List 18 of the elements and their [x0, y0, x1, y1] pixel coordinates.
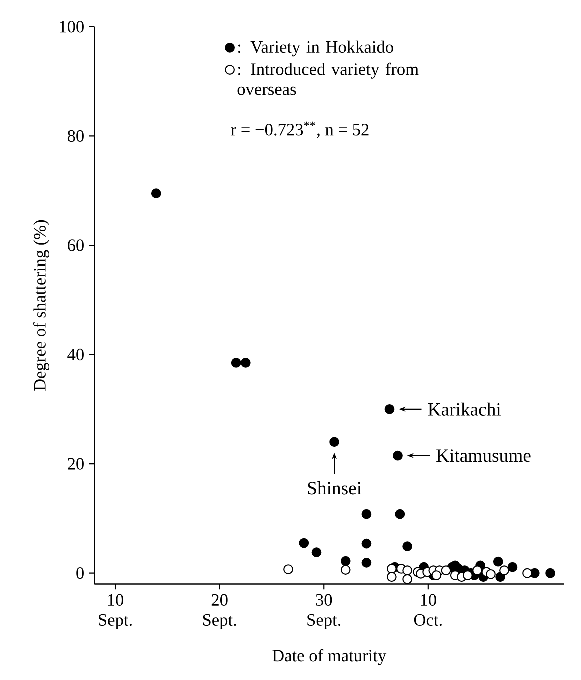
y-axis-title: Degree of shattering (%) [34, 220, 50, 391]
annotation: Kitamusume [436, 450, 531, 462]
y-tick-label: 0 [76, 567, 84, 580]
y-tick-label: 40 [68, 348, 84, 361]
y-tick-label: 80 [68, 130, 84, 142]
y-tick-label: 20 [68, 458, 84, 470]
annotation: Shinsei [308, 482, 362, 495]
annotation: r = −0.723$^{**}$, n = 52 [231, 122, 369, 138]
legend-label: : Introduced variety from overseas [238, 62, 419, 96]
x-tick-label: 10 Oct. [414, 594, 442, 626]
legend-label: : Variety in Hokkaido [238, 40, 394, 57]
annotation: Karikachi [428, 402, 502, 416]
x-tick-label: 10 Sept. [99, 594, 132, 630]
x-tick-label: 30 Sept. [308, 594, 341, 630]
y-tick-label: 60 [68, 240, 84, 252]
x-tick-label: 20 Sept. [203, 594, 236, 630]
y-tick-label: 100 [60, 21, 84, 33]
x-axis-title: Date of maturity [272, 649, 387, 666]
